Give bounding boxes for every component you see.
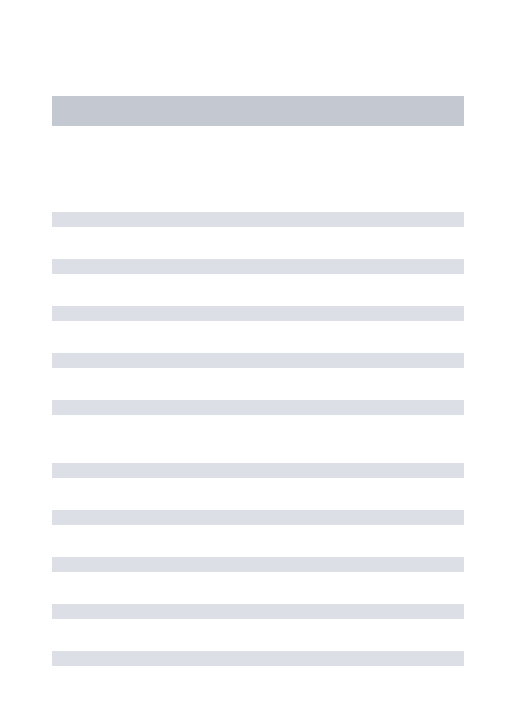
- skeleton-line: [52, 353, 464, 368]
- skeleton-page: [0, 0, 516, 713]
- skeleton-line: [52, 306, 464, 321]
- skeleton-line: [52, 604, 464, 619]
- skeleton-line: [52, 212, 464, 227]
- skeleton-line: [52, 557, 464, 572]
- skeleton-line: [52, 259, 464, 274]
- skeleton-line: [52, 400, 464, 415]
- skeleton-line: [52, 510, 464, 525]
- skeleton-title: [52, 96, 464, 126]
- skeleton-paragraph: [52, 463, 464, 666]
- skeleton-paragraph: [52, 212, 464, 415]
- skeleton-line: [52, 463, 464, 478]
- skeleton-line: [52, 651, 464, 666]
